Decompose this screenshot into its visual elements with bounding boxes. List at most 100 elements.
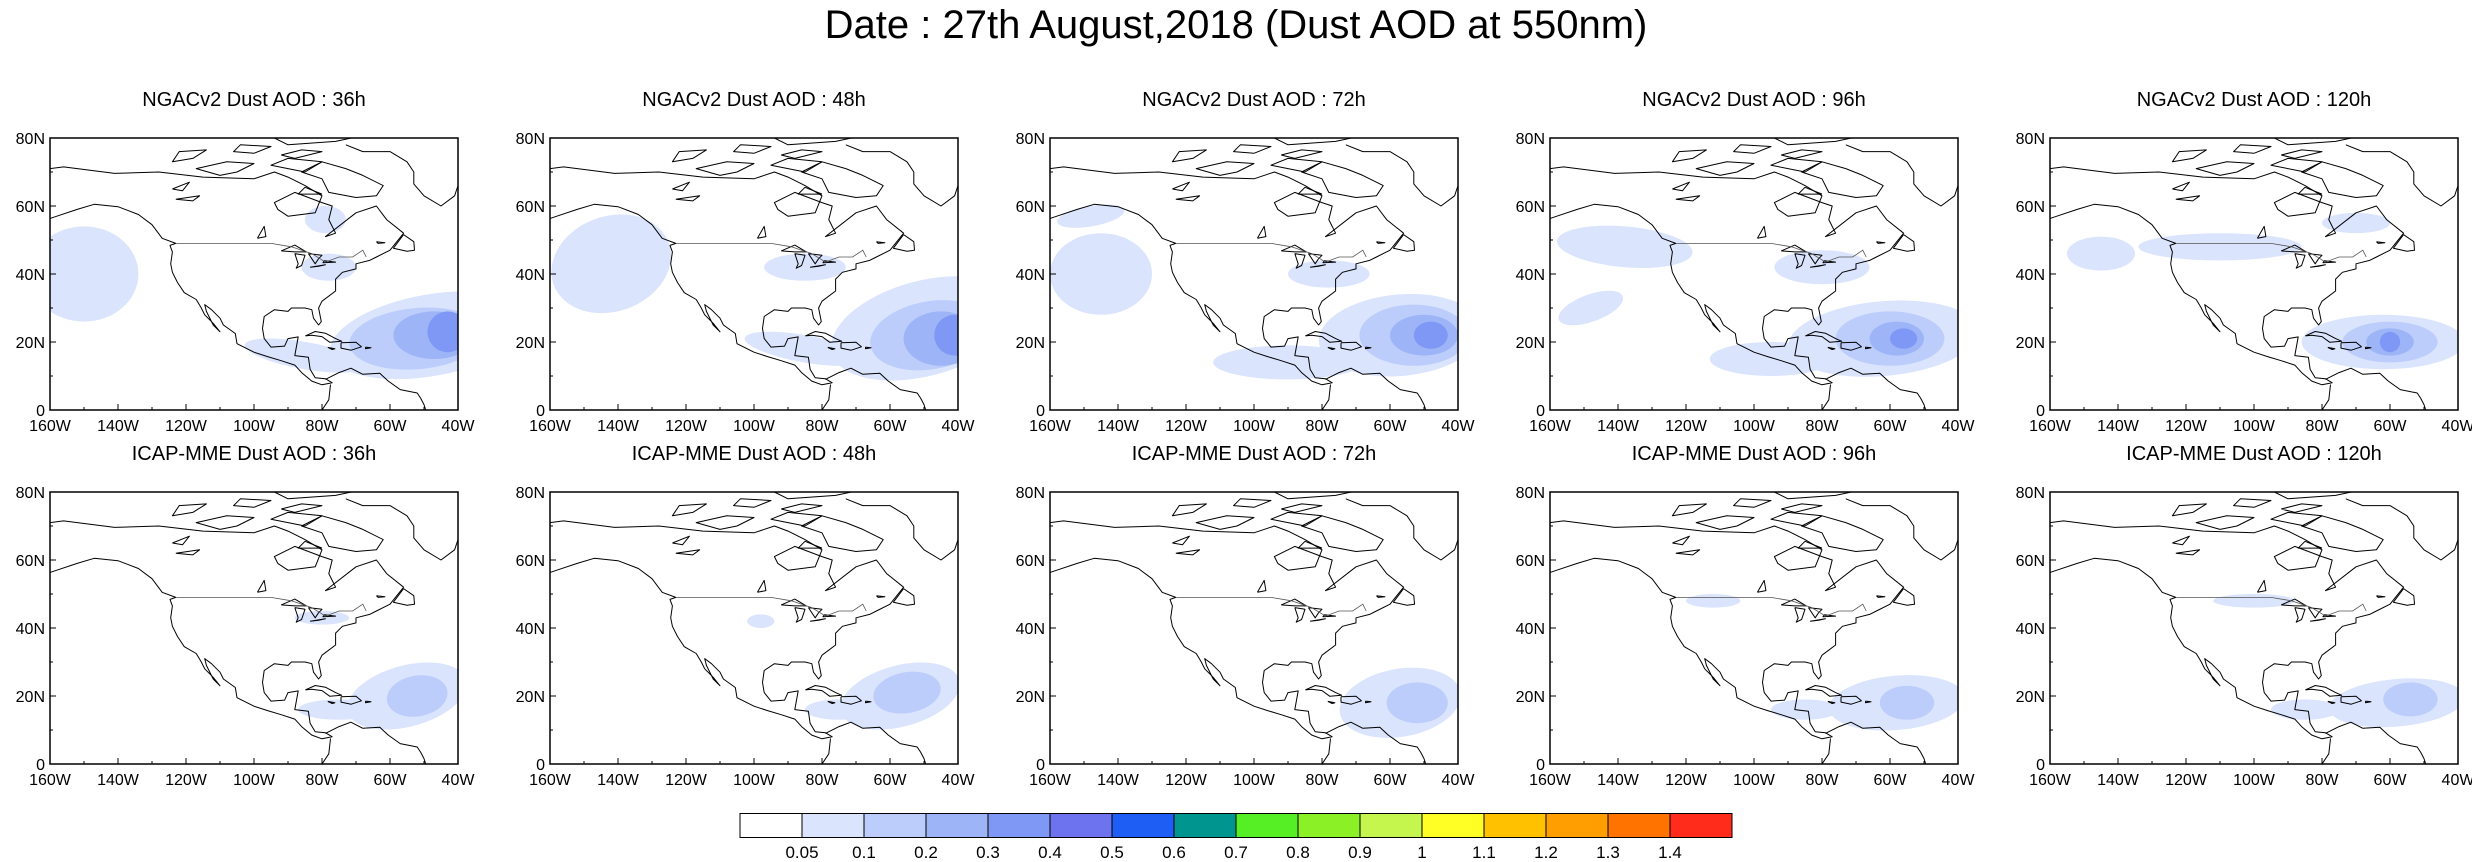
dust-plume	[2138, 233, 2302, 261]
lake-outline	[675, 549, 701, 556]
lon-tick-label: 120W	[665, 772, 708, 789]
dust-plume	[1774, 250, 1870, 285]
lon-tick-label: 160W	[29, 418, 72, 435]
lat-tick-label: 40N	[16, 621, 45, 638]
lat-tick-label: 40N	[2016, 267, 2045, 284]
island-outline	[865, 700, 872, 704]
lon-tick-label: 100W	[733, 418, 776, 435]
island-outline	[1797, 540, 1823, 549]
island-outline	[1340, 341, 1362, 351]
colorbar-swatch	[1359, 813, 1423, 838]
panel-title: ICAP-MME Dust AOD : 96h	[1631, 443, 1877, 465]
lon-tick-label: 80W	[306, 418, 340, 435]
island-outline	[770, 511, 823, 527]
colorbar-swatch	[1483, 813, 1547, 838]
island-outline	[865, 346, 872, 350]
lon-tick-label: 120W	[2165, 418, 2208, 435]
lon-tick-label: 120W	[2165, 772, 2208, 789]
lake-outline	[310, 264, 326, 268]
island-outline	[1671, 149, 1707, 163]
island-outline	[876, 241, 886, 244]
island-outline	[1376, 241, 1386, 244]
lon-tick-label: 60W	[1374, 772, 1408, 789]
island-outline	[1774, 138, 1854, 146]
island-outline	[1695, 161, 1755, 176]
coastline	[1550, 166, 1905, 386]
lake-outline	[2172, 535, 2190, 546]
island-outline	[305, 685, 343, 697]
lon-tick-label: 140W	[1597, 418, 1640, 435]
lon-tick-label: 80W	[806, 772, 840, 789]
island-outline	[671, 149, 707, 163]
island-outline	[376, 241, 386, 244]
island-outline	[840, 695, 862, 705]
island-outline	[340, 695, 362, 705]
colorbar-swatch	[1669, 813, 1733, 838]
island-outline	[1827, 346, 1836, 350]
lon-tick-label: 100W	[233, 418, 276, 435]
coastline	[1321, 384, 1331, 410]
dust-plume	[805, 699, 873, 720]
coastline	[1821, 384, 1831, 410]
lake-outline	[1175, 195, 1201, 202]
lake-outline	[2322, 614, 2337, 618]
colorbar-swatch	[1545, 813, 1609, 838]
lake-outline	[1675, 549, 1701, 556]
lake-outline	[1322, 614, 1337, 618]
lat-tick-label: 0	[1036, 403, 1045, 420]
island-outline	[1840, 341, 1862, 351]
lon-tick-label: 100W	[1233, 418, 1276, 435]
lon-tick-label: 120W	[165, 772, 208, 789]
colorbar-swatch	[1607, 813, 1671, 838]
lat-tick-label: 0	[36, 757, 45, 774]
colorbar-swatch	[801, 813, 865, 838]
lon-tick-label: 140W	[2097, 772, 2140, 789]
coastline	[550, 520, 905, 740]
island-outline	[365, 700, 372, 704]
island-outline	[1195, 161, 1255, 176]
island-outline	[297, 186, 323, 195]
lon-tick-label: 40W	[1442, 772, 1476, 789]
lon-tick-label: 160W	[529, 418, 572, 435]
island-outline	[1781, 503, 1823, 513]
coastline	[2345, 144, 2458, 207]
island-outline	[801, 161, 884, 198]
lon-tick-label: 140W	[597, 418, 640, 435]
island-outline	[1827, 700, 1836, 704]
island-outline	[327, 700, 336, 704]
coastline	[1345, 498, 1458, 561]
island-outline	[392, 588, 415, 606]
island-outline	[1233, 498, 1272, 508]
colorbar-label: 0.6	[1162, 843, 1186, 862]
dust-plume	[2383, 682, 2438, 717]
colorbar-swatch	[863, 813, 927, 838]
lon-tick-label: 160W	[1029, 418, 1072, 435]
lon-tick-label: 80W	[306, 772, 340, 789]
lake-outline	[294, 607, 306, 623]
island-outline	[1392, 588, 1415, 606]
dust-plume	[2379, 331, 2401, 353]
dust-plume	[764, 253, 846, 281]
island-outline	[1892, 588, 1915, 606]
lon-tick-label: 100W	[233, 772, 276, 789]
island-outline	[695, 515, 755, 530]
colorbar-label: 0.05	[785, 843, 818, 862]
island-outline	[301, 515, 384, 552]
island-outline	[2171, 503, 2207, 517]
map-panel: NGACv2 Dust AOD : 48h 80N 60N 40N 20N 0 160W 14…	[500, 88, 1000, 435]
lake-outline	[1307, 607, 1323, 619]
lake-outline	[2256, 225, 2267, 239]
coastline	[1845, 144, 1958, 207]
lon-tick-label: 160W	[1029, 772, 1072, 789]
island-outline	[797, 540, 823, 549]
country-border	[2175, 597, 2367, 617]
lake-outline	[794, 607, 806, 623]
coastline	[550, 166, 905, 386]
lon-tick-label: 60W	[2374, 418, 2408, 435]
dust-plume	[1879, 685, 1935, 720]
lake-outline	[2322, 260, 2337, 264]
island-outline	[195, 161, 255, 176]
coastline	[345, 498, 458, 561]
